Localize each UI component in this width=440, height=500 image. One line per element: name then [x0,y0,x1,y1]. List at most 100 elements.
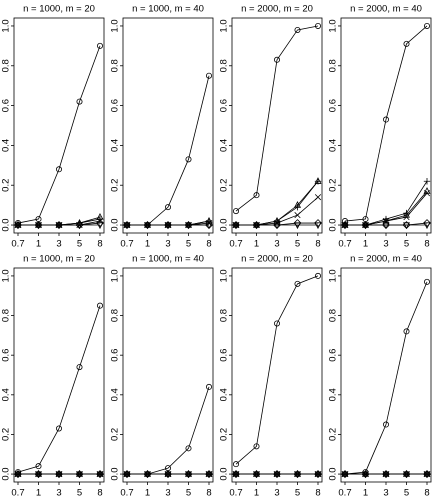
y-tick-label: 1.0 [328,269,339,282]
point [76,364,83,371]
point [314,219,322,228]
point [403,328,410,335]
point [314,178,322,185]
y-tick-label: 0.8 [110,309,121,322]
point [96,471,104,479]
y-tick-label: 1.0 [219,269,230,282]
point [253,192,260,199]
point [423,471,431,479]
point [96,222,104,230]
point [14,222,22,230]
point [253,443,260,450]
panel-title: n = 1000, m = 20 [23,4,95,15]
point [273,320,280,327]
panel-frame [340,267,432,483]
x-tick-label: 5 [77,239,82,250]
y-tick-label: 0.6 [328,99,339,112]
point [35,463,42,470]
point [293,219,302,228]
y-tick-label: 0.2 [328,428,339,441]
point [205,222,213,230]
x-tick-label: 3 [383,239,388,250]
point [185,222,192,230]
x-tick-label: 3 [56,488,61,499]
series-line [127,386,210,475]
point [314,471,322,479]
x-tick-label: 1 [363,239,368,250]
point [205,383,212,390]
point [205,72,212,79]
y-tick-label: 0.0 [328,218,339,231]
point [314,22,321,29]
x-tick-label: 5 [186,488,191,499]
point [232,461,239,468]
y-tick-label: 0.6 [219,349,230,362]
y-tick-label: 0.8 [219,309,230,322]
point [232,208,239,215]
x-tick-label: 5 [77,488,82,499]
y-tick-label: 0.8 [328,309,339,322]
x-tick-label: 8 [315,488,320,499]
y-tick-label: 0.2 [219,179,230,192]
x-tick-label: 3 [274,239,279,250]
y-tick-label: 1.0 [1,19,12,32]
panel-title: n = 2000, m = 40 [350,254,422,265]
point [56,425,63,432]
point [14,471,22,479]
point [423,178,431,185]
x-tick-label: 8 [97,488,102,499]
point [314,222,322,230]
point [273,56,280,63]
point [185,445,192,452]
y-tick-label: 0.6 [1,99,12,112]
y-tick-label: 0.0 [110,467,121,480]
point [97,302,104,309]
point [423,22,430,29]
point [423,222,431,230]
y-tick-label: 0.4 [328,139,339,152]
point [294,222,301,230]
point [205,471,213,479]
point [123,471,131,479]
panel-frame [13,17,105,234]
panel-frame [122,267,214,483]
series-line [17,45,101,224]
x-tick-label: 0.7 [120,488,133,499]
point [423,190,431,197]
series-line [235,25,319,212]
y-tick-label: 0.4 [110,388,121,401]
x-tick-label: 0.7 [338,488,351,499]
point [294,26,301,33]
point [403,222,410,230]
x-tick-label: 1 [145,488,150,499]
y-tick-label: 0.8 [219,59,230,72]
y-tick-label: 0.4 [110,139,121,152]
point [76,222,83,230]
y-tick-label: 0.8 [110,59,121,72]
y-tick-label: 1.0 [328,19,339,32]
y-tick-label: 0.0 [219,467,230,480]
point [403,213,410,221]
point [403,40,410,47]
x-tick-label: 8 [315,239,320,250]
y-tick-label: 0.2 [1,428,12,441]
y-tick-label: 0.0 [219,218,230,231]
x-tick-label: 1 [36,488,41,499]
y-tick-label: 0.2 [1,179,12,192]
point [382,116,389,123]
panel-title: n = 1000, m = 20 [23,254,95,265]
point [164,222,172,230]
y-tick-label: 0.6 [1,349,12,362]
point [123,222,131,230]
y-tick-label: 0.4 [219,388,230,401]
x-tick-label: 1 [145,239,150,250]
point [76,98,83,105]
x-tick-label: 1 [254,239,259,250]
point [96,219,104,228]
x-tick-label: 3 [274,488,279,499]
point [294,280,301,287]
y-tick-label: 0.6 [328,349,339,362]
x-tick-label: 0.7 [11,239,24,250]
y-tick-label: 0.4 [219,139,230,152]
